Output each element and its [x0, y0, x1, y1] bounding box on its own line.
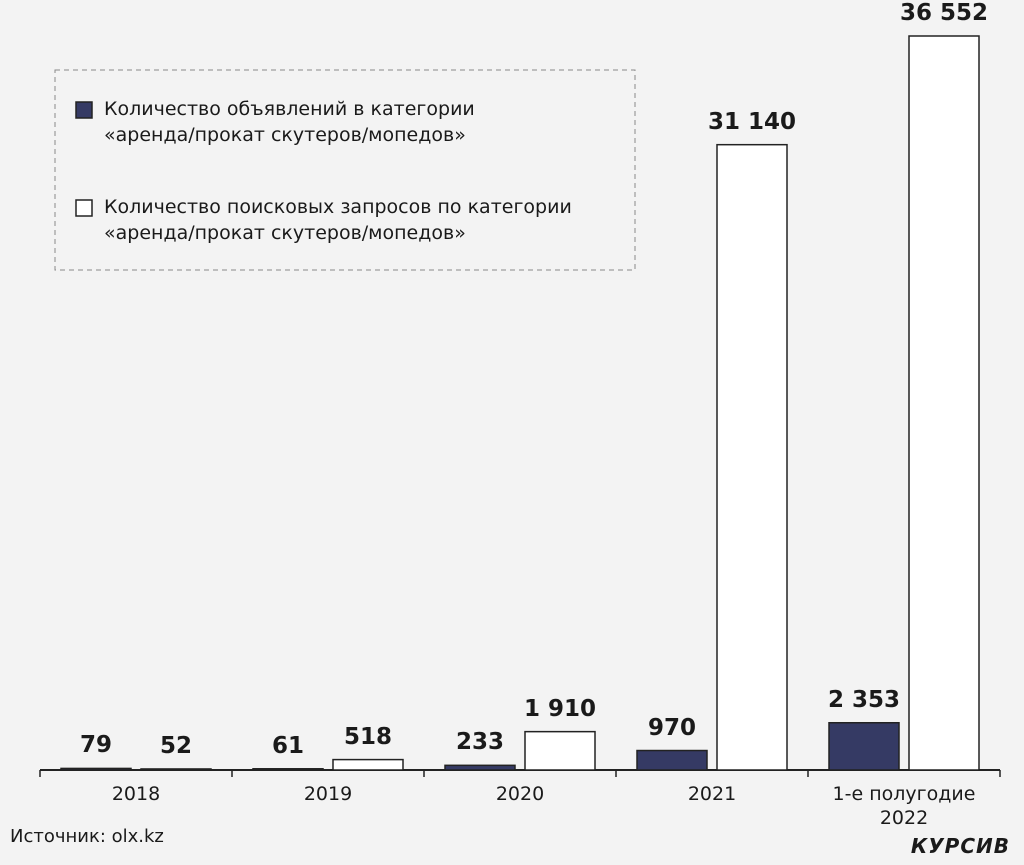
- bar: [716, 143, 788, 771]
- value-label: 233: [455, 729, 504, 756]
- bar: [524, 730, 596, 771]
- bar: [332, 758, 404, 771]
- value-label: 52: [159, 732, 192, 759]
- value-label: 2 353: [827, 686, 901, 713]
- bar: [252, 768, 324, 771]
- x-tick-label: 1-е полугодие 2022: [832, 783, 976, 829]
- x-tick-label: 2019: [303, 783, 353, 805]
- x-tick-label: 2020: [495, 783, 545, 805]
- value-label: 61: [271, 732, 304, 759]
- bar: [636, 749, 708, 771]
- legend-label: Количество поисковых запросов по категор…: [104, 196, 572, 244]
- bar: [140, 768, 212, 771]
- x-tick-label: 2018: [111, 783, 161, 805]
- legend-swatch: [75, 101, 93, 119]
- legend-label: Количество объявлений в категории «аренд…: [104, 98, 475, 146]
- x-tick-label: 2021: [687, 783, 737, 805]
- value-label: 36 552: [899, 0, 989, 26]
- bar: [60, 767, 132, 771]
- legend-swatch: [75, 199, 93, 217]
- value-label: 1 910: [523, 695, 597, 722]
- value-label: 79: [79, 732, 112, 759]
- bar: [444, 764, 516, 771]
- value-label: 970: [647, 714, 696, 741]
- source: Источник: olx.kz: [10, 826, 164, 847]
- bar: [828, 721, 900, 771]
- brand: КУРСИВ: [910, 834, 1010, 858]
- legend-box: [54, 69, 636, 271]
- value-label: 31 140: [707, 108, 797, 135]
- value-label: 518: [343, 723, 392, 750]
- bar: [908, 35, 980, 771]
